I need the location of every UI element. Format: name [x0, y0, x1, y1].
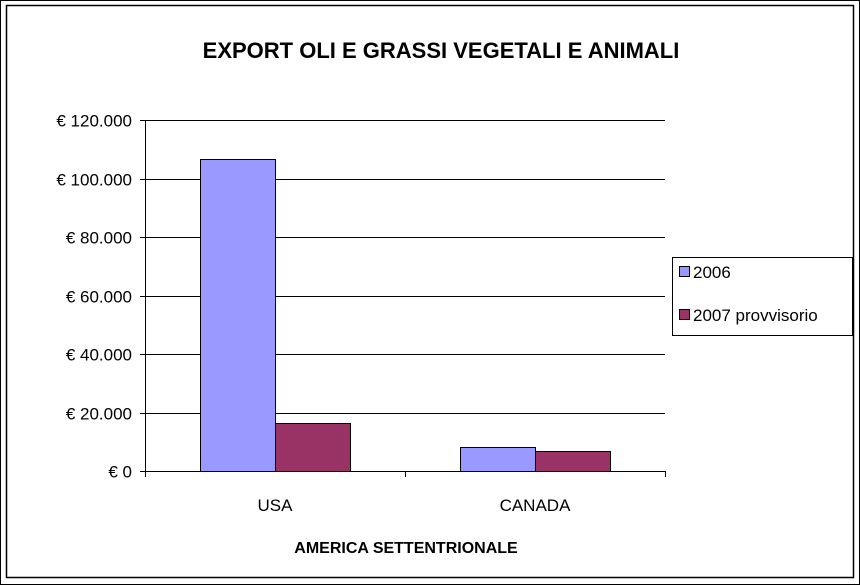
chart-title: EXPORT OLI E GRASSI VEGETALI E ANIMALI — [203, 38, 680, 63]
x-axis-title: AMERICA SETTENTRIONALE — [294, 540, 518, 557]
legend-label: 2006 — [693, 263, 731, 282]
legend-box — [672, 257, 853, 336]
bars — [200, 159, 611, 472]
x-tick-labels: USA CANADA — [258, 496, 572, 515]
x-tick-label: USA — [258, 496, 294, 515]
y-tick-label: € 80.000 — [66, 229, 132, 248]
bar-2006-usa — [200, 159, 276, 472]
axes — [140, 120, 666, 477]
y-tick-label: € 0 — [108, 463, 132, 482]
y-tick-label: € 20.000 — [66, 405, 132, 424]
y-tick-label: € 60.000 — [66, 288, 132, 307]
bar-2006-canada — [460, 447, 536, 472]
x-tick-label: CANADA — [500, 496, 572, 515]
legend-label: 2007 provvisorio — [693, 306, 818, 325]
legend-swatch — [679, 309, 690, 320]
y-tick-label: € 100.000 — [56, 171, 132, 190]
y-tick-label: € 40.000 — [66, 346, 132, 365]
legend: 2006 2007 provvisorio — [672, 257, 853, 336]
legend-swatch — [679, 266, 690, 277]
bar-2007-usa — [275, 423, 351, 472]
y-tick-labels: € 0 € 20.000 € 40.000 € 60.000 € 80.000 € 100… — [56, 112, 132, 482]
legend-items: 2006 2007 provvisorio — [679, 263, 818, 325]
bar-2007-canada — [535, 451, 611, 472]
y-tick-label: € 120.000 — [56, 112, 132, 131]
